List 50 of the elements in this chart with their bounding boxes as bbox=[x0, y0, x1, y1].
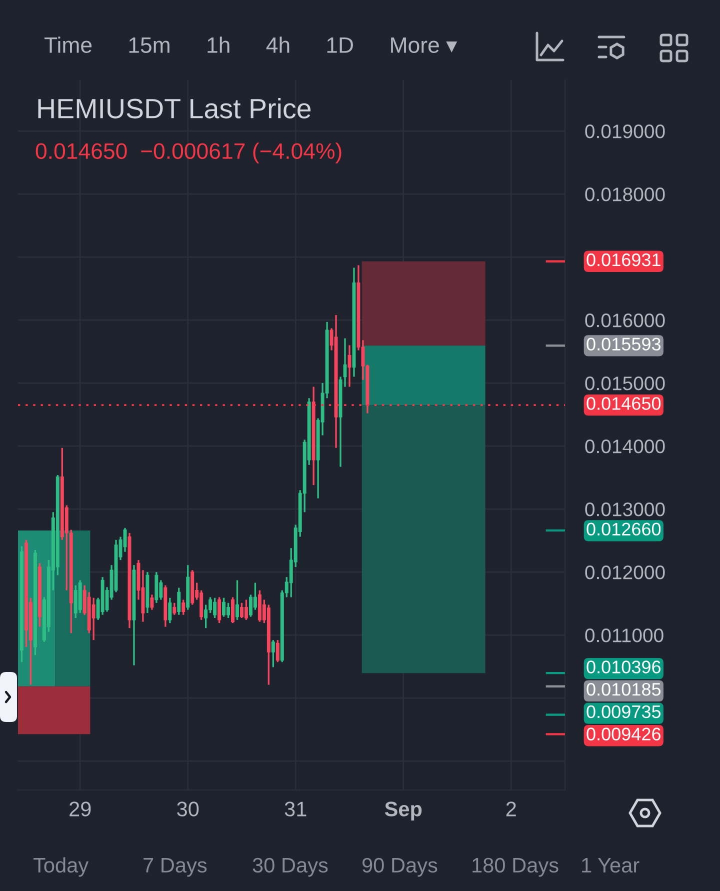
candlestick bbox=[168, 597, 172, 624]
ref-line-label: 0.014650 bbox=[586, 397, 661, 410]
x-tick-label: 29 bbox=[70, 802, 91, 816]
candlestick bbox=[218, 596, 222, 624]
text: 15m bbox=[129, 37, 170, 53]
y-tick-label: 0.016000 bbox=[585, 313, 665, 328]
ref-line-label: 0.012660 bbox=[586, 522, 661, 536]
candlestick bbox=[253, 582, 257, 611]
text: 1D bbox=[327, 37, 353, 53]
candlestick bbox=[222, 597, 226, 618]
text: 30 Days bbox=[252, 858, 328, 877]
x-tick-label: 30 bbox=[177, 802, 199, 816]
x-tick-label: Sep bbox=[384, 802, 422, 821]
y-tick-label: 0.013000 bbox=[585, 502, 665, 516]
candlestick bbox=[92, 597, 96, 641]
candlestick bbox=[204, 604, 208, 629]
ref-line-label: 0.010185 bbox=[586, 682, 661, 696]
y-tick-label: 0.014000 bbox=[585, 439, 665, 454]
text: 90 Days bbox=[362, 858, 438, 877]
y-tick-label: 0.015000 bbox=[585, 376, 665, 390]
candlestick bbox=[177, 586, 181, 616]
candlestick bbox=[276, 639, 280, 663]
text: 4h bbox=[266, 36, 290, 53]
text: Time bbox=[44, 36, 92, 53]
ref-line-label: 0.015593 bbox=[586, 338, 661, 351]
x-tick-label: 2 bbox=[506, 802, 516, 816]
text: 1h bbox=[208, 36, 230, 53]
y-tick-label: 0.012000 bbox=[585, 565, 665, 580]
text: 180 Days bbox=[472, 858, 558, 877]
text: More ▾ bbox=[391, 37, 458, 53]
candlestick bbox=[150, 594, 154, 611]
candlestick bbox=[231, 596, 234, 624]
ref-line-label: 0.016931 bbox=[586, 253, 660, 266]
candlestick bbox=[182, 598, 186, 616]
x-tick-label: 31 bbox=[284, 802, 306, 816]
y-tick-label: 0.018000 bbox=[585, 187, 665, 202]
text: 0.014650 −0.000617 (−4.04%) bbox=[36, 142, 342, 164]
ref-line-label: 0.009735 bbox=[586, 705, 661, 718]
ref-line-label: 0.009426 bbox=[586, 728, 661, 740]
text: 7 Days bbox=[144, 858, 207, 877]
text: 1 Year bbox=[582, 858, 640, 873]
y-tick-label: 0.011000 bbox=[585, 628, 664, 642]
candlestick bbox=[244, 598, 248, 621]
y-tick-label: 0.019000 bbox=[585, 124, 665, 138]
text: HEMIUSDT Last Price bbox=[38, 98, 311, 118]
ref-line-label: 0.010396 bbox=[586, 660, 661, 674]
candlestick bbox=[271, 639, 275, 668]
text: Today bbox=[33, 857, 89, 877]
candlestick bbox=[236, 579, 239, 621]
candlestick bbox=[172, 602, 176, 616]
